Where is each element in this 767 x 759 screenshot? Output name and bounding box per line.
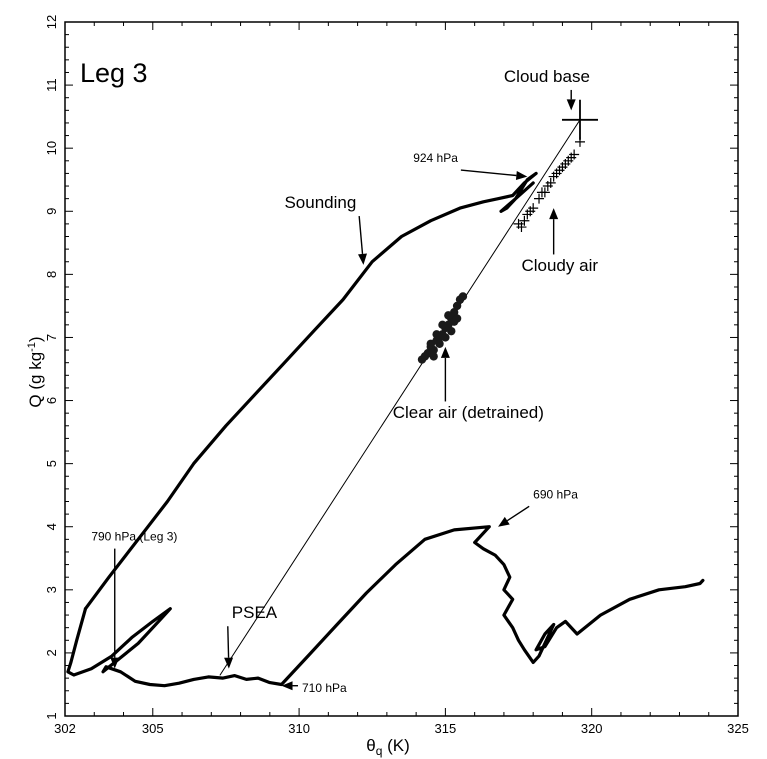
x-axis-title: θq (K) (366, 736, 410, 758)
annotation-arrowhead-710-hpa (281, 681, 293, 691)
cloudy-air-point (566, 152, 577, 163)
annotation-clear-air-detrained: Clear air (detrained) (393, 403, 544, 422)
y-axis-title-end: ) (26, 336, 45, 342)
series-layer (66, 119, 705, 688)
y-tick-label: 11 (44, 78, 59, 92)
annotation-layer: Cloud base 924 hPa Sounding Cloudy air Clear… (91, 67, 598, 695)
clear-air-point (444, 311, 453, 320)
clear-air-point (438, 320, 447, 330)
annotation-arrow-924-hpa (460, 169, 517, 177)
x-axis-title-sub: q (376, 744, 383, 758)
annotation-arrowhead-cloud-base (566, 99, 576, 111)
clear-air-point (429, 352, 438, 361)
y-tick-label: 4 (44, 523, 59, 530)
x-tick-label: 315 (435, 721, 457, 736)
y-axis-title-sup: -1 (26, 342, 38, 352)
annotation-690-hpa: 690 hPa (533, 487, 578, 501)
x-tick-label: 310 (288, 721, 310, 736)
cloudy-air-point (513, 218, 524, 229)
y-tick-label: 3 (44, 586, 59, 593)
cloudy-air-point (545, 177, 556, 188)
cloudy-air-point (539, 187, 550, 198)
clear-air-point (420, 352, 430, 361)
annotation-arrowhead-690-hpa (498, 516, 510, 527)
x-tick-label: 302 (54, 721, 76, 736)
y-axis-title: Q (g kg-1) (26, 336, 45, 407)
sounding-line-0 (66, 525, 705, 688)
clear-air-point (426, 339, 435, 348)
clear-air-point (432, 330, 441, 339)
annotation-arrowhead-sounding (358, 253, 367, 265)
annotation-psea: PSEA (232, 603, 278, 622)
annotation-sounding: Sounding (284, 193, 356, 212)
annotation-710-hpa: 710 hPa (302, 681, 347, 695)
y-tick-label: 2 (44, 649, 59, 656)
clear-air-point (441, 333, 450, 342)
y-tick-label: 1 (44, 712, 59, 719)
cloudy-air-point (534, 193, 545, 204)
annotation-arrow-psea (227, 626, 230, 658)
y-tick-label: 10 (44, 141, 59, 155)
x-axis-title-symbol: θ (366, 736, 375, 755)
y-tick-label: 7 (44, 334, 59, 341)
clear-air-point (435, 339, 444, 348)
annotation-cloud-base: Cloud base (504, 67, 590, 86)
annotation-arrowhead-clear-air-detrained (440, 346, 450, 358)
cloud-base-marker (561, 99, 598, 140)
clear-air-point (452, 301, 462, 311)
x-axis-title-rest: (K) (382, 736, 409, 755)
cloudy-air-point (560, 158, 571, 169)
annotation-924-hpa: 924 hPa (413, 151, 458, 165)
cloudy-air-point (551, 168, 562, 179)
clear-air-point (452, 314, 462, 323)
panel-label: Leg 3 (80, 58, 148, 88)
annotation-arrowhead-924-hpa (515, 171, 528, 180)
y-tick-label: 12 (44, 15, 59, 29)
clear-air-point (458, 292, 468, 301)
cloudy-air-point (525, 206, 536, 217)
y-tick-label: 6 (44, 397, 59, 404)
y-tick-label: 5 (44, 460, 59, 467)
marker-layer (417, 99, 598, 364)
x-tick-label: 305 (142, 721, 164, 736)
annotation-arrow-sounding (358, 216, 364, 255)
clear-air-point (429, 345, 438, 355)
annotation-arrow-690-hpa (506, 505, 530, 522)
mixing-line-line-2 (219, 119, 581, 676)
annotation-arrowhead-790-hpa-leg-3 (110, 657, 120, 669)
y-axis-title-main: Q (g kg (26, 352, 45, 408)
x-tick-label: 325 (727, 721, 749, 736)
clear-air-point (447, 326, 456, 336)
sounding-line-1 (83, 171, 538, 611)
y-tick-label: 9 (44, 208, 59, 215)
y-tick-label: 8 (44, 271, 59, 278)
cloudy-air-point (519, 215, 530, 226)
annotation-cloudy-air: Cloudy air (521, 256, 598, 275)
annotation-790-hpa-leg-3: 790 hPa (Leg 3) (91, 530, 177, 544)
plot-frame (64, 21, 739, 717)
x-tick-label: 320 (581, 721, 603, 736)
annotation-arrowhead-psea (224, 657, 234, 669)
annotation-arrowhead-cloudy-air (549, 208, 559, 220)
